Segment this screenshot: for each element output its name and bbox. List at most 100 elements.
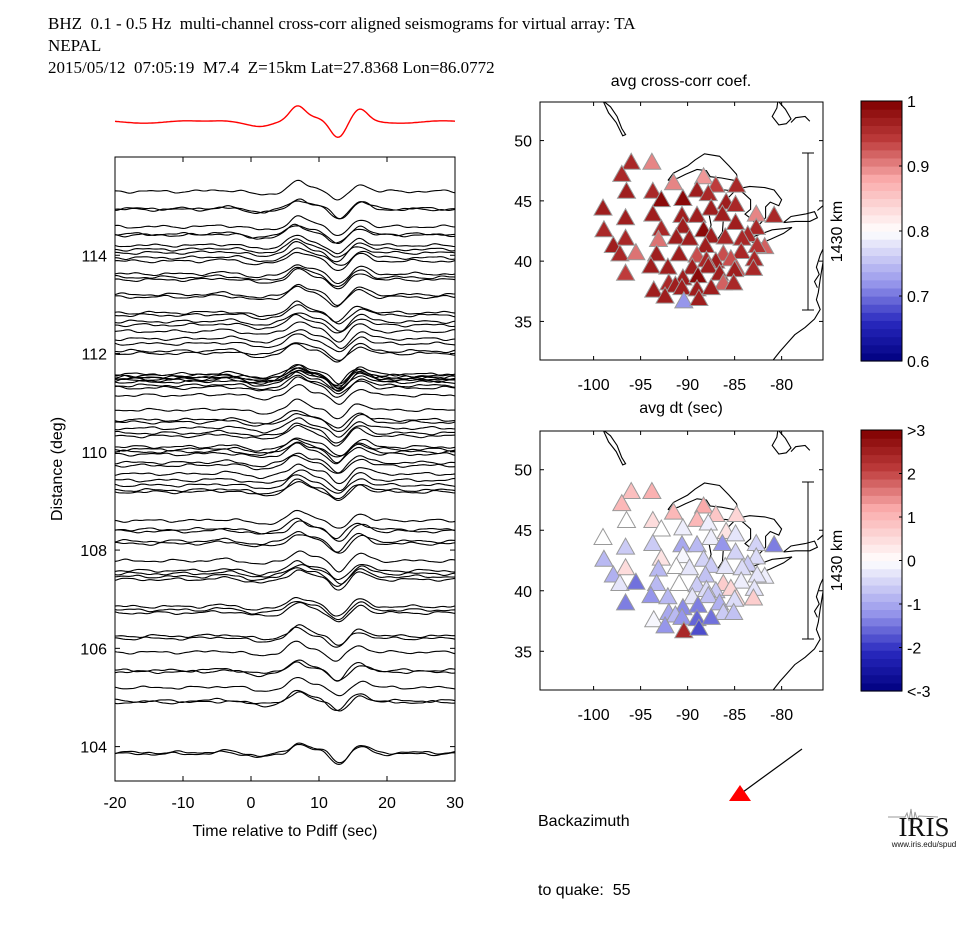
colorbar-segment <box>861 658 902 668</box>
seismogram-trace <box>114 742 456 764</box>
colorbar-segment <box>861 255 902 265</box>
colorbar-segment <box>861 519 902 529</box>
colorbar-segment <box>861 214 902 224</box>
backazimuth-marker-triangle <box>729 785 751 801</box>
iris-logo-text: IRIS <box>898 812 950 842</box>
backazimuth-arrow <box>729 748 803 801</box>
map-dt-title: avg dt (sec) <box>639 400 723 417</box>
scale-bar-label: 1430 km <box>829 530 846 591</box>
colorbar-segment <box>861 182 902 191</box>
station-triangle <box>693 166 714 185</box>
station-triangle <box>698 585 719 604</box>
seismogram-x-axis-label: Time relative to Pdiff (sec) <box>193 823 378 840</box>
seismogram-trace <box>115 398 455 420</box>
station-triangle <box>610 243 630 262</box>
station-triangle <box>593 527 613 546</box>
station-triangle <box>655 286 675 304</box>
colorbar-tick-label: 0 <box>907 554 916 571</box>
station-triangle <box>651 519 672 537</box>
station-triangle <box>679 557 700 576</box>
y-tick-label: 112 <box>81 347 107 364</box>
colorbar-segment <box>861 584 902 594</box>
colorbar-segment <box>861 109 902 118</box>
station-triangle <box>658 586 678 605</box>
x-tick-label: -95 <box>629 377 652 394</box>
station-triangle <box>693 496 714 514</box>
backazimuth-label: Backazimuth to quake: 55 <box>538 764 631 925</box>
y-tick-label: 45 <box>514 194 532 211</box>
colorbar-segment <box>861 601 902 611</box>
seismogram-trace <box>114 424 456 447</box>
station-triangle <box>642 204 663 222</box>
station-triangle <box>642 181 663 199</box>
x-tick-label: -100 <box>578 707 610 724</box>
colorbar-segment <box>861 495 902 505</box>
iris-logo[interactable]: IRIS www.iris.edu/spud <box>884 814 964 850</box>
seismogram-trace <box>114 223 456 244</box>
seismogram-trace <box>115 469 455 492</box>
seismogram-trace <box>114 689 456 712</box>
map-axes-box <box>539 430 824 691</box>
backazimuth-label-line2: to quake: 55 <box>538 882 631 899</box>
seismogram-trace <box>114 677 456 697</box>
seismogram-trace <box>114 313 456 334</box>
x-tick-label: -95 <box>629 707 652 724</box>
iris-logo-url[interactable]: www.iris.edu/spud <box>891 840 957 849</box>
colorbar-tick-label: 0.7 <box>907 289 929 306</box>
seismogram-trace <box>114 567 456 587</box>
y-tick-label: 104 <box>80 740 107 757</box>
seismogram-panel: -20 -10 0 10 20 30 104 106 108 110 112 114 Time re… <box>49 105 464 840</box>
coastline <box>772 591 823 690</box>
station-triangle <box>701 527 721 546</box>
seismogram-trace <box>114 661 456 682</box>
seismogram-trace <box>115 659 456 682</box>
station-triangle <box>615 228 636 246</box>
colorbar-segment <box>861 674 902 684</box>
coastline <box>737 185 783 226</box>
colorbar-segment <box>861 247 902 256</box>
seismogram-trace <box>114 321 455 343</box>
station-triangle <box>615 207 636 226</box>
station-triangle <box>594 549 614 567</box>
colorbar-tick-label: 2 <box>907 467 916 484</box>
station-triangle <box>648 558 669 577</box>
seismogram-trace <box>114 602 456 623</box>
station-triangle <box>615 263 636 281</box>
seismogram-trace <box>114 312 456 332</box>
colorbar-tick-label: <-3 <box>907 684 931 701</box>
seismogram-trace <box>114 342 456 361</box>
station-triangle <box>663 502 684 520</box>
station-triangle <box>687 534 707 553</box>
colorbar-segment <box>861 478 902 488</box>
station-triangle <box>746 217 767 235</box>
station-triangle <box>689 618 709 636</box>
seismogram-trace <box>114 410 456 429</box>
station-triangle <box>698 183 719 202</box>
station-triangle <box>615 557 636 576</box>
station-triangle <box>669 243 690 262</box>
seismogram-traces <box>114 179 456 765</box>
seismogram-trace <box>114 509 456 529</box>
station-triangle <box>731 571 752 589</box>
station-triangle <box>725 542 746 560</box>
station-triangle <box>698 255 719 274</box>
seismogram-trace <box>114 371 456 391</box>
station-triangle <box>663 172 684 191</box>
y-tick-label: 35 <box>514 644 532 661</box>
station-triangle <box>642 510 663 529</box>
coastline <box>737 515 783 556</box>
iris-logo-waveform-icon <box>888 808 939 825</box>
colorbar-segment <box>861 304 902 313</box>
colorbar-segment <box>861 198 902 208</box>
map-axes-box <box>539 101 824 361</box>
colorbar-segment <box>861 544 902 553</box>
y-tick-label: 110 <box>81 445 107 462</box>
colorbar-segment <box>861 487 902 496</box>
map-x-ticks: -100 -95 -90 -85 -80 <box>578 102 793 394</box>
station-markers <box>593 152 784 309</box>
seismogram-trace <box>114 442 456 465</box>
seismogram-trace <box>114 441 456 464</box>
seismogram-trace <box>114 384 456 405</box>
station-triangle <box>666 556 687 575</box>
colorbar-segment <box>861 642 902 651</box>
